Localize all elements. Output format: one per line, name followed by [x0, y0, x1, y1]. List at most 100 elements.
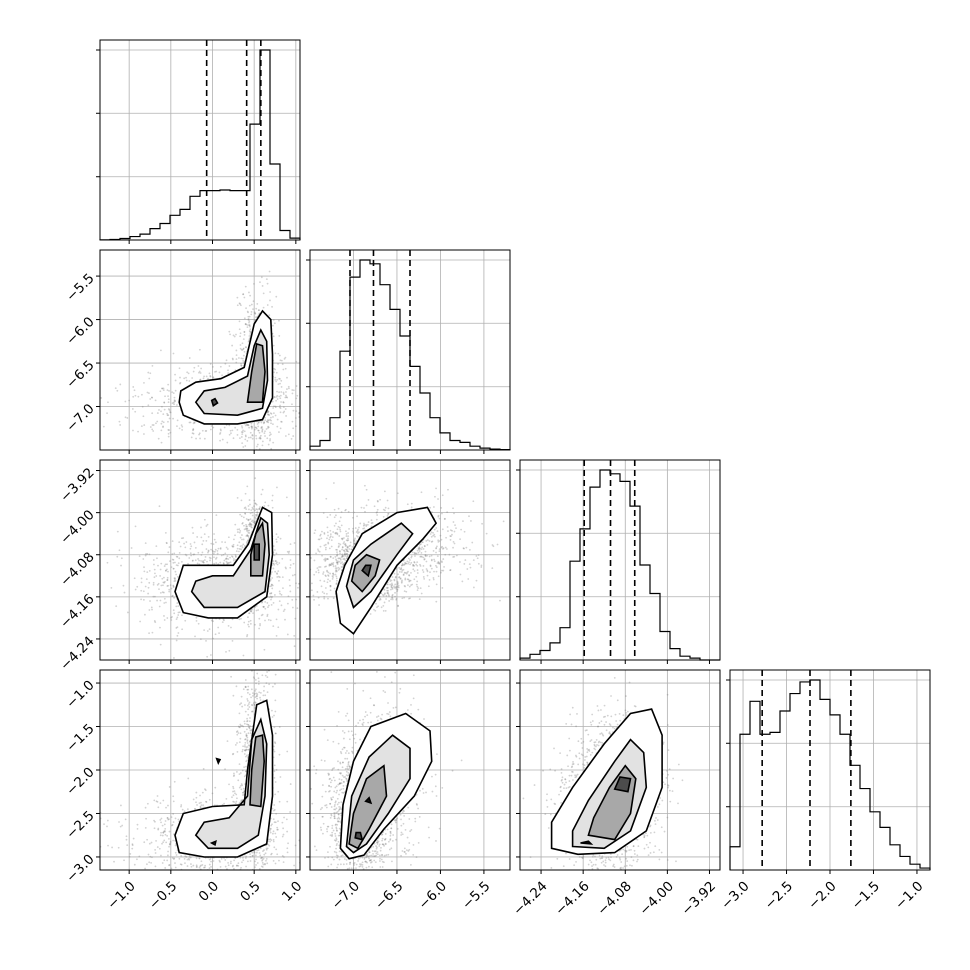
scatter-point	[291, 606, 294, 609]
scatter-point	[278, 590, 281, 593]
scatter-point	[261, 440, 264, 443]
scatter-point	[176, 404, 178, 406]
scatter-point	[335, 522, 337, 525]
scatter-point	[291, 598, 294, 601]
scatter-point	[227, 562, 230, 565]
scatter-point	[263, 505, 266, 507]
scatter-point	[226, 561, 229, 564]
scatter-point	[261, 429, 264, 432]
scatter-point	[320, 537, 323, 540]
scatter-point	[302, 577, 304, 579]
scatter-point	[326, 581, 329, 584]
scatter-point	[287, 514, 290, 517]
scatter-point	[282, 610, 285, 613]
scatter-point	[336, 555, 338, 557]
scatter-point	[176, 626, 179, 628]
scatter-point	[191, 559, 194, 562]
scatter-point	[231, 545, 234, 548]
scatter-point	[238, 357, 240, 359]
scatter-point	[357, 535, 359, 538]
scatter-point	[167, 414, 170, 417]
scatter-point	[278, 335, 281, 337]
scatter-point	[247, 535, 250, 538]
scatter-point	[395, 597, 398, 600]
scatter-point	[254, 502, 257, 505]
scatter-point	[307, 558, 309, 560]
scatter-point	[468, 515, 470, 518]
scatter-point	[247, 340, 250, 343]
scatter-point	[401, 597, 404, 600]
scatter-point	[286, 376, 288, 379]
scatter-point	[441, 587, 444, 589]
scatter-point	[249, 524, 252, 527]
scatter-point	[382, 610, 385, 612]
scatter-point	[162, 389, 165, 392]
scatter-point	[436, 562, 439, 565]
scatter-point	[455, 527, 457, 529]
scatter-point	[304, 411, 306, 413]
scatter-point	[255, 437, 258, 440]
scatter-point	[156, 420, 159, 423]
scatter-point	[243, 528, 246, 531]
density-panel-2-0	[96, 459, 309, 664]
scatter-point	[172, 558, 175, 561]
scatter-point	[272, 545, 275, 547]
scatter-point	[267, 619, 270, 621]
scatter-point	[304, 513, 306, 515]
scatter-point	[347, 532, 350, 534]
scatter-point	[381, 593, 384, 596]
scatter-point	[153, 563, 155, 566]
scatter-point	[160, 584, 163, 587]
scatter-point	[163, 602, 166, 604]
scatter-point	[340, 511, 343, 513]
scatter-point	[444, 517, 446, 520]
scatter-point	[436, 555, 439, 558]
scatter-point	[341, 561, 344, 564]
scatter-point	[180, 537, 183, 540]
scatter-point	[115, 605, 118, 608]
scatter-point	[238, 541, 241, 544]
scatter-point	[323, 533, 326, 535]
scatter-point	[383, 490, 386, 493]
scatter-point	[222, 553, 225, 556]
scatter-point	[175, 555, 178, 558]
scatter-point	[475, 579, 478, 582]
scatter-point	[166, 563, 168, 566]
scatter-point	[256, 443, 259, 446]
scatter-point	[270, 585, 273, 587]
scatter-point	[395, 586, 398, 588]
scatter-point	[334, 532, 337, 535]
scatter-point	[261, 285, 264, 287]
scatter-point	[168, 409, 171, 412]
scatter-point	[221, 374, 223, 377]
scatter-point	[413, 561, 416, 564]
scatter-point	[167, 383, 170, 386]
scatter-point	[248, 612, 251, 614]
scatter-point	[243, 296, 246, 299]
scatter-point	[269, 291, 272, 293]
scatter-point	[271, 423, 274, 426]
scatter-point	[319, 533, 322, 536]
scatter-point	[265, 278, 268, 281]
scatter-point	[433, 558, 436, 561]
scatter-point	[189, 552, 192, 555]
scatter-point	[246, 310, 249, 313]
scatter-point	[338, 535, 341, 537]
scatter-point	[165, 541, 168, 544]
scatter-point	[375, 511, 378, 514]
scatter-point	[256, 515, 258, 517]
scatter-point	[185, 541, 188, 543]
scatter-point	[336, 563, 339, 566]
scatter-point	[419, 547, 422, 550]
scatter-point	[275, 540, 278, 543]
scatter-point	[269, 433, 272, 436]
scatter-point	[296, 394, 299, 397]
scatter-point	[461, 580, 464, 583]
scatter-point	[171, 594, 174, 597]
scatter-point	[172, 417, 174, 420]
scatter-point	[404, 572, 407, 574]
scatter-point	[353, 542, 356, 545]
scatter-point	[175, 627, 178, 629]
scatter-point	[282, 391, 285, 394]
scatter-point	[412, 568, 415, 571]
